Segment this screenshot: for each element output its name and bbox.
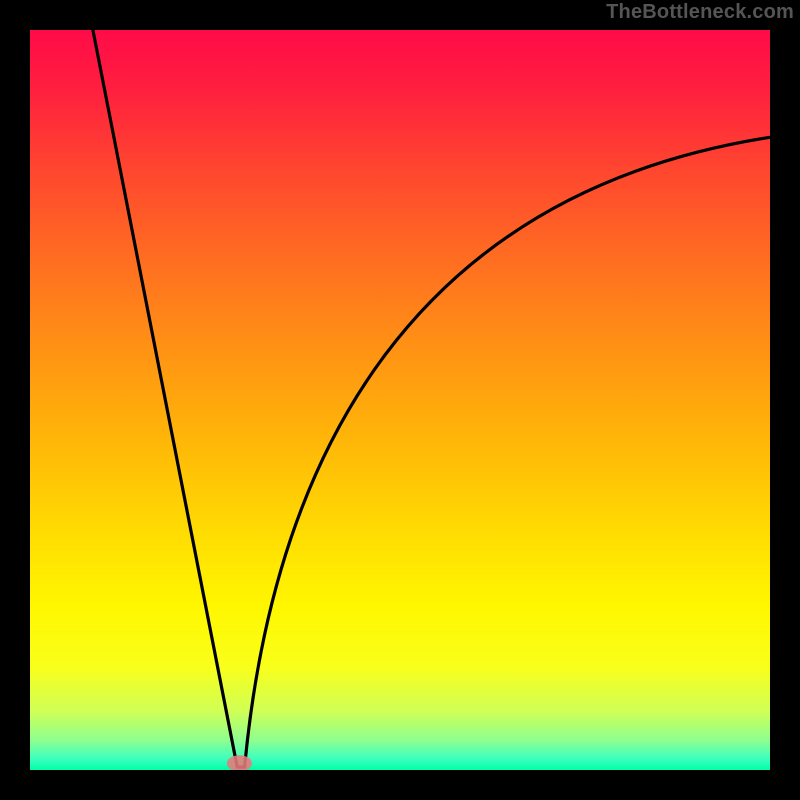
watermark-text: TheBottleneck.com (606, 1, 794, 24)
figure-root: TheBottleneck.com (0, 0, 800, 800)
plot-svg (30, 30, 770, 770)
plot-area (30, 30, 770, 770)
plot-background (30, 30, 770, 770)
